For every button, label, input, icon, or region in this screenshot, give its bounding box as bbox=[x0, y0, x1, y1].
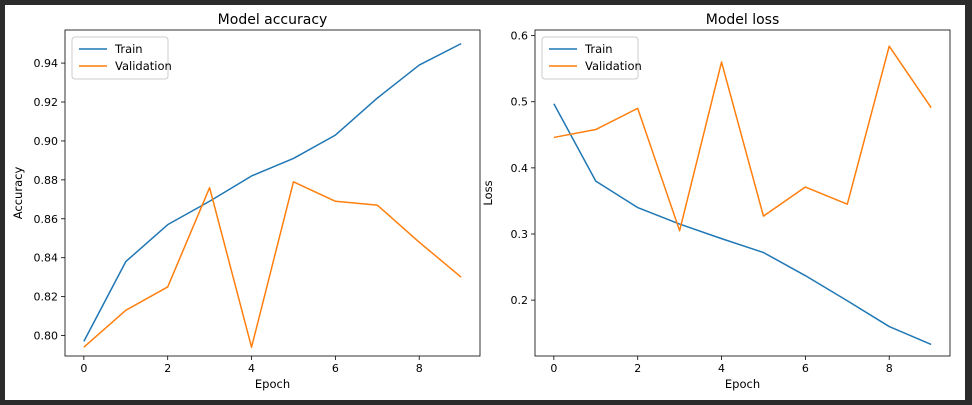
y-tick-label: 0.4 bbox=[511, 162, 529, 175]
y-tick-label: 0.94 bbox=[34, 57, 59, 70]
legend-box bbox=[541, 36, 639, 80]
chart-1: Model accuracy 0 2 4 6 8 0.80 0.82 0.84 0.86 0.88 0… bbox=[11, 12, 481, 391]
y-axis-label: Accuracy bbox=[11, 167, 25, 220]
y-tick-label: 0.6 bbox=[511, 30, 529, 43]
x-tick-label: 8 bbox=[416, 362, 423, 375]
series-line-validation bbox=[553, 45, 932, 232]
x-tick-label: 0 bbox=[550, 362, 557, 375]
series-line-train bbox=[83, 42, 462, 342]
x-tick-label: 8 bbox=[886, 362, 893, 375]
x-tick-label: 4 bbox=[718, 362, 725, 375]
y-tick-label: 0.5 bbox=[511, 96, 529, 109]
y-tick-label: 0.88 bbox=[34, 174, 59, 187]
figure: Model accuracy 0 2 4 6 8 0.80 0.82 0.84 0.86 0.88 0… bbox=[5, 5, 965, 400]
chart-title: Model loss bbox=[706, 12, 780, 28]
chart-title: Model accuracy bbox=[218, 12, 328, 28]
axes-frame bbox=[534, 29, 951, 357]
series-line-train bbox=[553, 103, 932, 346]
y-tick-label: 0.84 bbox=[34, 252, 59, 265]
x-axis-label: Epoch bbox=[725, 377, 760, 391]
legend-label-train: Train bbox=[114, 42, 143, 56]
y-tick-label: 0.82 bbox=[34, 291, 59, 304]
legend-box bbox=[71, 36, 169, 80]
x-tick-label: 6 bbox=[332, 362, 339, 375]
x-tick-label: 4 bbox=[248, 362, 255, 375]
legend: Train Validation bbox=[71, 36, 172, 80]
x-axis-label: Epoch bbox=[255, 377, 290, 391]
y-tick-label: 0.90 bbox=[34, 135, 59, 148]
x-tick-label: 2 bbox=[634, 362, 641, 375]
x-tick-label: 2 bbox=[164, 362, 171, 375]
series-line-validation bbox=[83, 181, 462, 348]
y-tick-label: 0.2 bbox=[511, 294, 529, 307]
legend-label-train: Train bbox=[584, 42, 613, 56]
x-tick-label: 0 bbox=[80, 362, 87, 375]
legend-label-validation: Validation bbox=[585, 59, 642, 73]
axes-frame bbox=[64, 29, 481, 357]
y-tick-label: 0.3 bbox=[511, 228, 529, 241]
y-axis-label: Loss bbox=[481, 180, 495, 205]
y-tick-label: 0.80 bbox=[34, 330, 59, 343]
figure-canvas: Model accuracy 0 2 4 6 8 0.80 0.82 0.84 0.86 0.88 0… bbox=[11, 12, 951, 391]
y-tick-label: 0.86 bbox=[34, 213, 59, 226]
legend: Train Validation bbox=[541, 36, 642, 80]
chart-2: Model loss 0 2 4 6 8 0.2 0.3 0.4 0.5 0.6 Epoch Loss T… bbox=[481, 12, 951, 391]
legend-label-validation: Validation bbox=[115, 59, 172, 73]
x-tick-label: 6 bbox=[802, 362, 809, 375]
y-tick-label: 0.92 bbox=[34, 96, 59, 109]
